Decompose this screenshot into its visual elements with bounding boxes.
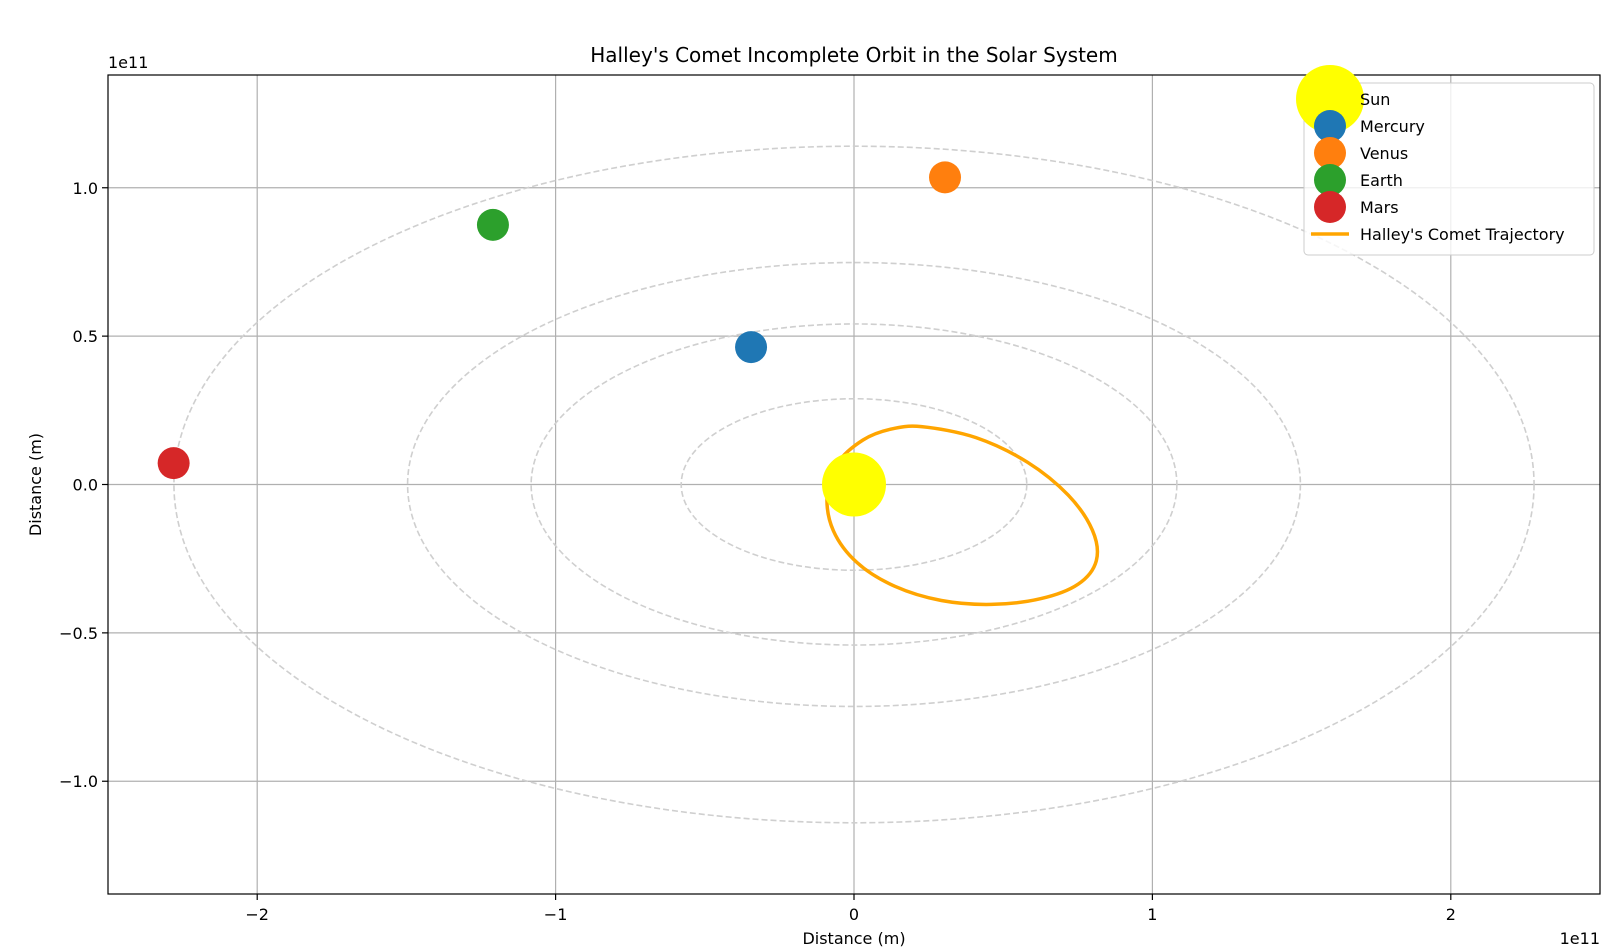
y-tick-label: −0.5 [59, 624, 98, 643]
x-axis-label: Distance (m) [802, 929, 905, 948]
legend-marker-sun [1296, 65, 1364, 133]
x-tick-label: −2 [245, 905, 269, 924]
legend-box [1303, 82, 1595, 256]
orbit-path [530, 323, 1178, 646]
body-earth-marker [476, 208, 509, 241]
body-sun-marker [822, 452, 886, 517]
legend: Sun Mercury Venus Earth Mars Halley's Comet T… [1296, 65, 1595, 256]
legend-label: Sun [1360, 90, 1390, 109]
y-tick-label: 1.0 [73, 179, 98, 198]
y-axis-offset-label: 1e11 [108, 53, 148, 72]
legend-marker-venus [1314, 137, 1346, 169]
legend-label: Mars [1360, 198, 1399, 217]
body-mercury-marker [735, 331, 768, 364]
body-venus-marker [929, 161, 962, 194]
axis-ticks: −2 −1 0 1 2 −1.0 −0.5 0.0 0.5 1.0 [59, 179, 1456, 924]
legend-label: Venus [1360, 144, 1408, 163]
x-tick-label: 2 [1446, 905, 1456, 924]
legend-label: Mercury [1360, 117, 1425, 136]
y-tick-label: 0.0 [73, 476, 98, 495]
chart-title: Halley's Comet Incomplete Orbit in the S… [590, 43, 1117, 67]
legend-label: Halley's Comet Trajectory [1360, 225, 1565, 244]
legend-marker-mercury [1314, 110, 1346, 142]
legend-marker-mars [1314, 191, 1346, 223]
y-tick-label: −1.0 [59, 772, 98, 791]
legend-label: Earth [1360, 171, 1403, 190]
y-tick-label: 0.5 [73, 327, 98, 346]
orbit-path [406, 261, 1302, 708]
y-axis-label: Distance (m) [26, 433, 45, 536]
celestial-bodies [157, 161, 962, 517]
x-tick-label: 0 [849, 905, 859, 924]
x-tick-label: 1 [1147, 905, 1157, 924]
x-tick-label: −1 [544, 905, 568, 924]
body-mars-marker [157, 447, 190, 480]
orbit-path [680, 397, 1028, 572]
orbit-path [173, 145, 1535, 824]
x-axis-offset-label: 1e11 [1560, 929, 1600, 948]
orbit-paths [173, 145, 1535, 824]
legend-marker-earth [1314, 164, 1346, 196]
